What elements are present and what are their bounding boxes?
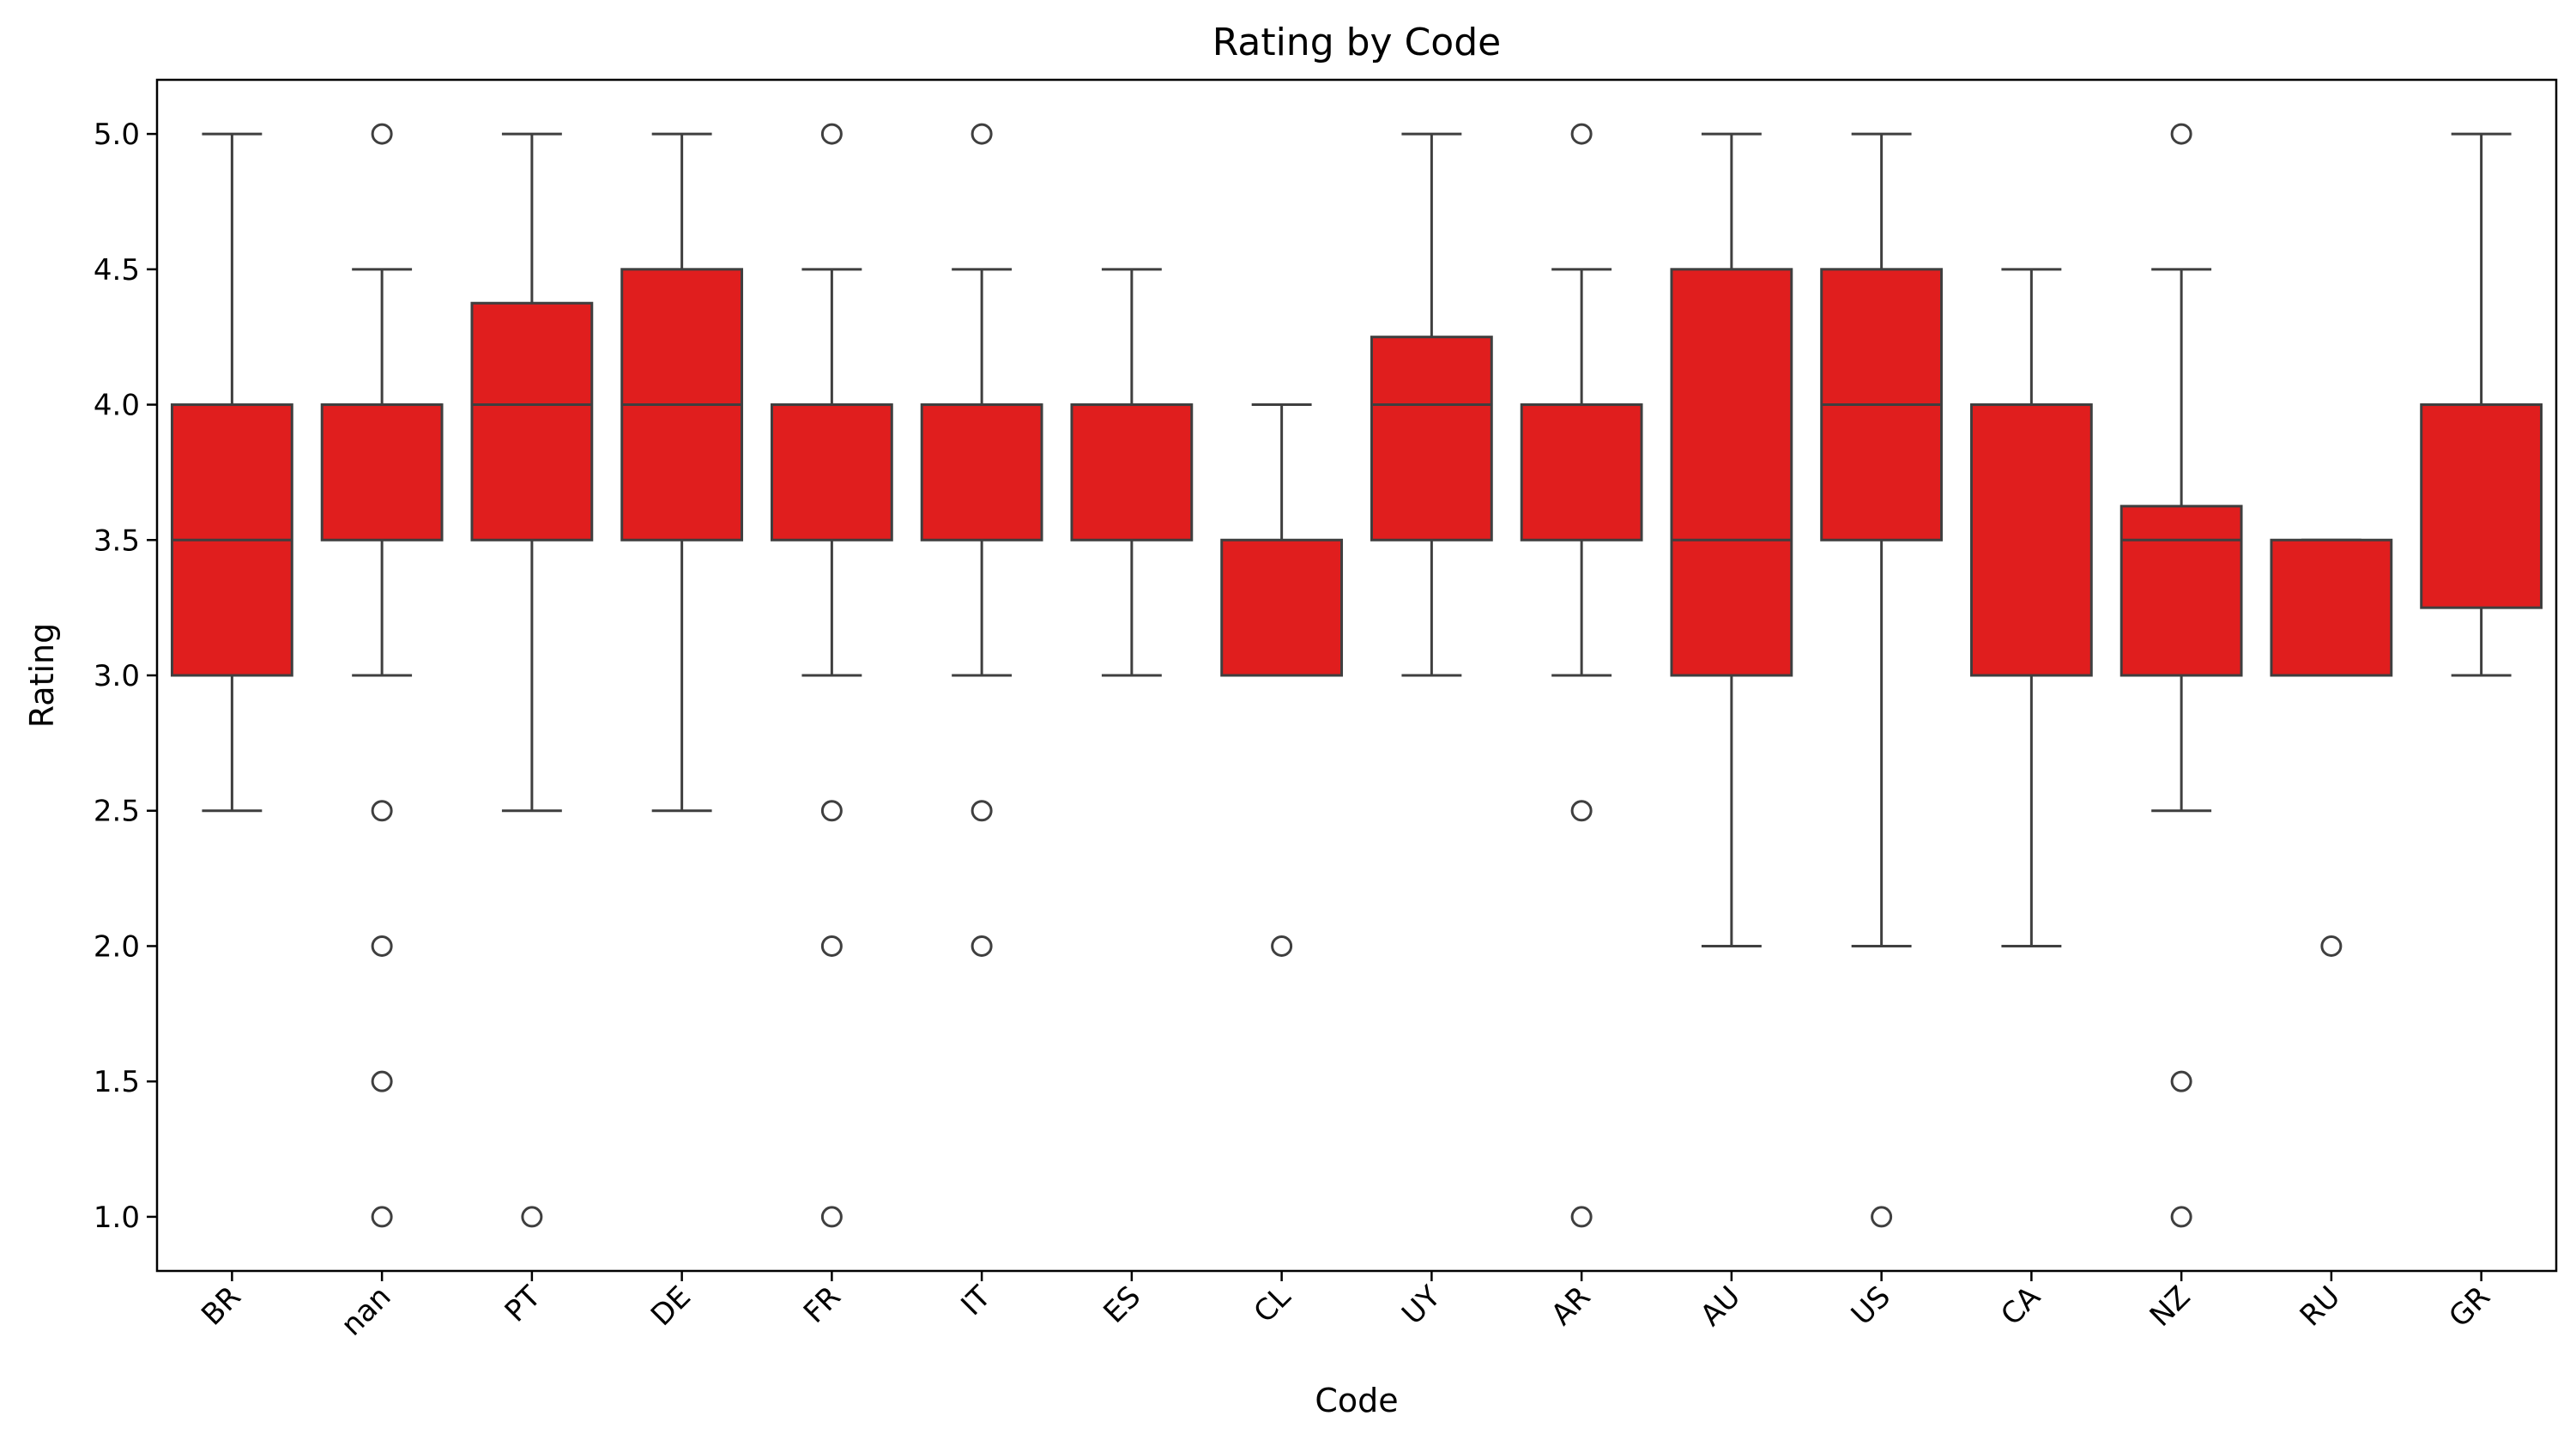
x-tick-label: PT xyxy=(499,1280,548,1329)
x-tick-label: NZ xyxy=(2144,1280,2198,1334)
y-tick-label: 4.5 xyxy=(94,253,140,287)
outlier-point xyxy=(521,1206,543,1228)
outlier-point xyxy=(1871,1206,1893,1228)
x-tick-label: IT xyxy=(954,1280,997,1322)
box-us xyxy=(1820,132,1944,1228)
y-tick-label: 3.0 xyxy=(94,659,140,693)
outlier-point xyxy=(2170,1070,2192,1092)
y-tick-label: 4.0 xyxy=(94,389,140,423)
outlier-point xyxy=(820,1206,843,1228)
y-tick-label: 1.0 xyxy=(94,1201,140,1235)
outlier-point xyxy=(1570,800,1593,822)
box-au xyxy=(1670,132,1793,947)
x-tick-label: DE xyxy=(644,1280,698,1333)
iqr-box xyxy=(1220,538,1344,677)
box-uy xyxy=(1370,132,1493,677)
iqr-box xyxy=(1969,403,2093,677)
x-axis-label: Code xyxy=(1315,1382,1398,1419)
box-cl xyxy=(1220,403,1344,957)
box-de xyxy=(620,132,744,813)
box-it xyxy=(920,123,1043,957)
y-tick-label: 2.5 xyxy=(94,795,140,829)
outlier-point xyxy=(820,935,843,957)
iqr-box xyxy=(2270,538,2393,677)
outlier-point xyxy=(971,123,993,145)
x-tick-label: GR xyxy=(2442,1280,2497,1334)
x-tick-label: FR xyxy=(797,1280,848,1330)
iqr-box xyxy=(320,403,444,542)
outlier-point xyxy=(371,1070,393,1092)
outlier-point xyxy=(371,1206,393,1228)
x-axis: BR nan PT DE FR IT ES CL UY AR AU US CA NZ RU GR xyxy=(195,1271,2497,1343)
box-ar xyxy=(1520,123,1643,1228)
x-tick-label: AU xyxy=(1694,1280,1747,1333)
iqr-box xyxy=(920,403,1043,542)
outlier-point xyxy=(1570,1206,1593,1228)
box-gr xyxy=(2420,132,2543,677)
iqr-box xyxy=(770,403,893,542)
x-tick-label: BR xyxy=(195,1280,247,1332)
box-ca xyxy=(1969,268,2093,947)
x-tick-label: ES xyxy=(1097,1280,1147,1330)
box-nz xyxy=(2119,123,2243,1228)
outlier-point xyxy=(371,935,393,957)
x-tick-label: CA xyxy=(1994,1280,2047,1333)
outlier-point xyxy=(371,800,393,822)
x-tick-label: RU xyxy=(2294,1280,2348,1334)
iqr-box xyxy=(1370,336,1493,542)
box-fr xyxy=(770,123,893,1228)
iqr-box xyxy=(1670,268,1793,677)
box-br xyxy=(170,132,293,813)
iqr-box xyxy=(2119,505,2243,677)
x-tick-label: nan xyxy=(335,1280,397,1342)
outlier-point xyxy=(2170,1206,2192,1228)
y-tick-label: 1.5 xyxy=(94,1065,140,1099)
chart-title: Rating by Code xyxy=(1212,21,1501,64)
box-pt xyxy=(470,132,594,1228)
x-tick-label: UY xyxy=(1395,1280,1448,1332)
outlier-point xyxy=(1570,123,1593,145)
plot-frame xyxy=(155,78,2558,1273)
box-nan xyxy=(320,123,444,1228)
outlier-point xyxy=(820,800,843,822)
outlier-point xyxy=(2170,123,2192,145)
outlier-point xyxy=(971,935,993,957)
y-tick-label: 5.0 xyxy=(94,118,140,152)
y-axis: 1.0 1.5 2.0 2.5 3.0 3.5 4.0 4.5 5.0 xyxy=(94,118,157,1235)
iqr-box xyxy=(2420,403,2543,609)
x-tick-label: US xyxy=(1845,1280,1897,1332)
boxes-layer xyxy=(170,123,2543,1228)
y-tick-label: 2.0 xyxy=(94,929,140,964)
outlier-point xyxy=(2320,935,2343,957)
outlier-point xyxy=(371,123,393,145)
box-ru xyxy=(2270,538,2393,957)
x-tick-label: AR xyxy=(1545,1280,1597,1332)
iqr-box xyxy=(1070,403,1194,542)
y-tick-label: 3.5 xyxy=(94,523,140,558)
iqr-box xyxy=(470,301,594,542)
outlier-point xyxy=(1271,935,1293,957)
iqr-box xyxy=(1520,403,1643,542)
y-axis-label: Rating xyxy=(23,623,61,729)
x-tick-label: CL xyxy=(1248,1280,1298,1330)
outlier-point xyxy=(820,123,843,145)
outlier-point xyxy=(971,800,993,822)
box-es xyxy=(1070,268,1194,677)
